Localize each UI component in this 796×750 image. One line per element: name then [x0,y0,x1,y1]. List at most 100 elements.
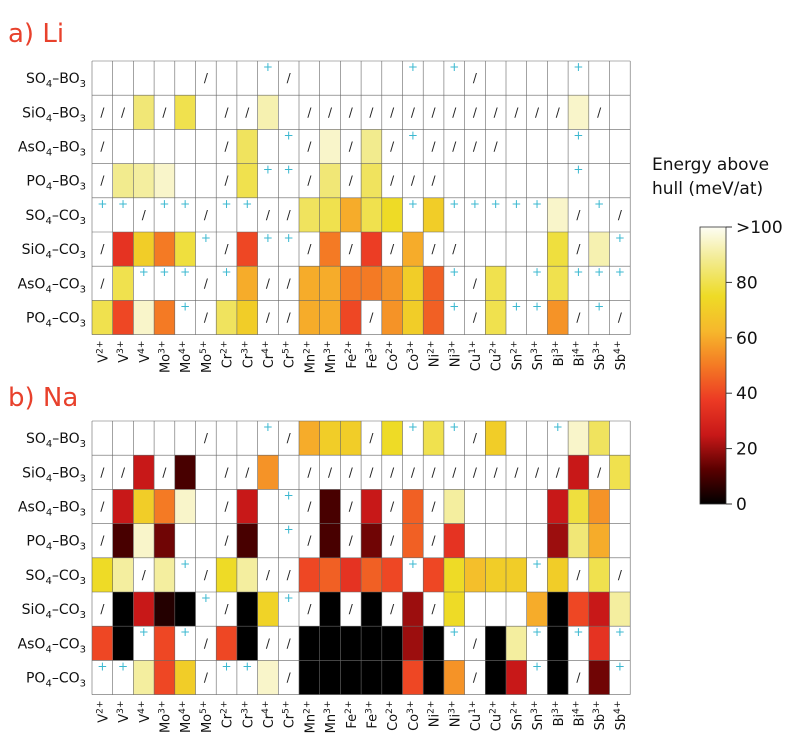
heatmap-cell [588,660,610,695]
heatmap-cell [443,660,465,695]
heatmap-cell [568,421,589,456]
column-label: V3+ [116,341,132,363]
plus-marker: + [180,299,190,313]
slash-marker: / [100,602,105,616]
plus-marker: + [284,231,294,245]
heatmap-cell [381,197,403,232]
column-label: Co2+ [385,341,401,371]
slash-marker: / [100,140,105,154]
plus-marker: + [139,265,149,279]
heatmap-cell [423,626,444,661]
heatmap-cell [236,300,258,335]
row-label: SO4–BO3 [26,431,86,450]
heatmap-cell [340,660,362,695]
plus-marker: + [573,60,583,74]
plus-marker: + [594,197,604,211]
column-label: V2+ [95,341,111,363]
slash-marker: / [411,465,416,479]
plus-marker: + [201,591,211,605]
plus-marker: + [532,659,542,673]
column-label: Ni2+ [427,341,443,368]
slash-marker: / [142,208,147,222]
slash-marker: / [287,276,292,290]
slash-marker: / [369,105,374,119]
plus-marker: + [594,299,604,313]
slash-marker: / [452,242,457,256]
plus-marker: + [97,197,107,211]
heatmap-cell [609,592,631,627]
slash-marker: / [162,105,167,119]
column-label: Cr4+ [261,341,277,369]
slash-marker: / [556,105,561,119]
heatmap-cell [506,660,527,695]
column-label: Bi4+ [571,341,587,367]
slash-marker: / [225,534,230,548]
slash-marker: / [390,602,395,616]
slash-marker: / [432,105,437,119]
heatmap-cell [423,197,444,232]
heatmap-cell [547,557,569,592]
plus-marker: + [242,197,252,211]
heatmap-cell [236,232,258,267]
slash-marker: / [287,636,292,650]
slash-marker: / [473,140,478,154]
slash-marker: / [452,140,457,154]
row-label: PO4–CO3 [26,671,86,690]
heatmap-cell [568,523,589,558]
heatmap-cell [443,489,465,524]
slash-marker: / [411,105,416,119]
heatmap-cell [485,557,506,592]
slash-marker: / [100,465,105,479]
slash-marker: / [307,105,312,119]
slash-marker: / [307,140,312,154]
heatmap-cell [112,489,134,524]
column-label: Sn2+ [509,701,525,731]
slash-marker: / [618,568,623,582]
slash-marker: / [204,311,209,325]
slash-marker: / [618,311,623,325]
slash-marker: / [411,174,416,188]
slash-marker: / [307,602,312,616]
heatmap-panel-na: b) Na SO4–BO3 / + / / + + / + SiO4–BO3 / / / / / / / / / / / /… [8,383,631,733]
heatmap-cell [216,557,237,592]
heatmap-cell [154,557,175,592]
slash-marker: / [432,174,437,188]
plus-marker: + [532,625,542,639]
heatmap-cell [402,489,424,524]
heatmap-cell [236,523,258,558]
slash-marker: / [369,465,374,479]
slash-marker: / [473,465,478,479]
column-label: Sb4+ [613,341,629,371]
row-label: SiO4–CO3 [22,242,86,261]
heatmap-cell [547,523,569,558]
column-label: Mn3+ [323,341,339,374]
column-label: Sb3+ [592,341,608,371]
heatmap-cell [423,557,444,592]
column-label: Mn2+ [302,341,318,374]
plus-marker: + [449,625,459,639]
slash-marker: / [349,105,354,119]
slash-marker: / [432,500,437,514]
row-label: SiO4–BO3 [22,105,86,124]
heatmap-cell [361,266,382,301]
slash-marker: / [576,242,581,256]
plus-marker: + [615,625,625,639]
heatmap-cell [568,95,589,130]
heatmap-cell [319,489,341,524]
heatmap-cell [609,455,631,490]
slash-marker: / [432,465,437,479]
colorbar-tick-label: 40 [736,384,758,404]
heatmap-cell [319,163,341,198]
heatmap-cell [174,592,196,627]
heatmap-cell [361,523,382,558]
plus-marker: + [180,265,190,279]
heatmap-cell [174,455,196,490]
heatmap-cell [547,592,569,627]
slash-marker: / [369,431,374,445]
column-label: Cr4+ [261,701,277,729]
heatmap-cell [547,489,569,524]
heatmap-cell [588,232,610,267]
heatmap-cell [381,660,403,695]
column-label: V2+ [95,701,111,723]
